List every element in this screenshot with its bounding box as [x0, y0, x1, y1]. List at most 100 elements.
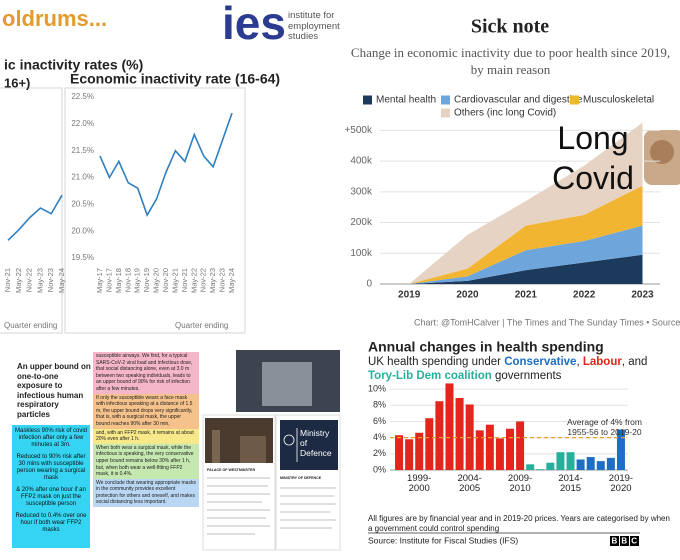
- x-tick-label: Nov-19: [142, 268, 151, 292]
- x-tick-label: Nov-18: [123, 268, 132, 292]
- x-tick-label: 2004-2005: [457, 473, 482, 494]
- legend-swatch: [441, 108, 450, 118]
- photo-detail: [650, 140, 674, 164]
- chart-title: Annual changes in health spending: [368, 339, 604, 355]
- summary-box: Maskless 90% risk of covid infection aft…: [12, 425, 90, 548]
- legend-entry: Tory-Lib Dem coalition: [368, 369, 492, 382]
- chart-subtitle: Change in economic inactivity due to poo…: [350, 45, 671, 77]
- bar: [526, 464, 535, 470]
- x-axis-label: Quarter ending: [4, 321, 57, 330]
- bar: [586, 457, 595, 470]
- x-tick-label: 2014-2015: [558, 473, 583, 494]
- bbc-logo: BBC: [612, 537, 642, 546]
- abstract: susceptible airways. We find, for a typi…: [93, 352, 199, 508]
- chart-source: Source: Institute for Fiscal Studies (IF…: [368, 535, 518, 545]
- bar: [576, 459, 585, 470]
- x-tick-label: May-23: [208, 268, 217, 293]
- y-tick-label: 10%: [368, 383, 386, 393]
- y-tick-label: 19.5%: [71, 253, 94, 262]
- chart-note: All figures are by financial year and in…: [368, 514, 670, 533]
- bar: [556, 452, 565, 470]
- x-tick-label: May-19: [133, 268, 142, 293]
- x-tick-label: May-22: [14, 268, 23, 293]
- bar: [435, 401, 444, 470]
- x-tick-label: May-18: [114, 268, 123, 293]
- y-tick-label: 20.0%: [71, 226, 94, 235]
- bar: [445, 383, 454, 470]
- chart-title: ic inactivity rates (%): [4, 57, 143, 73]
- bar: [485, 424, 494, 470]
- x-tick-label: May-17: [95, 268, 104, 293]
- subtitle-text: ,: [576, 356, 580, 368]
- x-tick-label: May-22: [189, 268, 198, 293]
- y-tick-label: 300k: [350, 186, 373, 197]
- ies-logo: ies: [222, 0, 286, 49]
- x-axis-label: Quarter ending: [175, 321, 228, 330]
- legend-entry: Conservative: [504, 356, 577, 368]
- area: [409, 122, 643, 284]
- y-tick-label: 8%: [373, 400, 386, 410]
- y-tick-label: +500k: [344, 125, 373, 136]
- x-tick-label: Nov-21: [180, 268, 189, 292]
- y-tick-label: 20.5%: [71, 199, 94, 208]
- y-tick-label: 6%: [373, 416, 386, 426]
- document-heading: PALACE OF WESTMINSTER: [207, 468, 255, 472]
- x-tick-label: Nov-17: [104, 268, 113, 292]
- y-tick-label: 2%: [373, 448, 386, 458]
- legend-label: Musculoskeletal: [583, 95, 654, 106]
- x-tick-label: 2009-2010: [507, 473, 533, 494]
- subtitle-text: UK health spending under: [368, 356, 501, 368]
- chart-subtitle: 16+): [4, 75, 30, 90]
- crest: [283, 434, 295, 446]
- x-tick-label: May-24: [57, 268, 66, 293]
- x-tick-label: 2021: [515, 290, 538, 301]
- y-tick-label: 22.5%: [71, 92, 94, 101]
- legend-label: Others (inc long Covid): [454, 108, 556, 119]
- ies-headline: oldrums...: [2, 6, 107, 31]
- bar: [475, 430, 484, 470]
- document-heading: MINISTRY OF DEFENCE: [280, 476, 322, 480]
- bar: [536, 469, 545, 470]
- subtitle-text: , and: [621, 356, 648, 368]
- chart-title: Sick note: [471, 16, 549, 38]
- summary-text: Reduced to 0.4% over one hour if both we…: [15, 513, 87, 533]
- y-tick-label: 22.0%: [71, 119, 94, 128]
- summary-text: Reduced to 90% risk after 30 mins with s…: [16, 454, 86, 481]
- bar: [616, 429, 625, 470]
- text-lines: [207, 477, 336, 535]
- logo-block: [630, 536, 639, 546]
- y-tick-label: 400k: [350, 156, 373, 167]
- x-tick-label: 2020: [456, 290, 479, 301]
- article-headline: An upper bound on one-to-one exposure to…: [17, 362, 91, 419]
- x-tick-label: 2019-2020: [608, 473, 634, 494]
- logo-block: [620, 536, 629, 546]
- line: [99, 112, 233, 217]
- bar: [606, 457, 615, 470]
- chart-frame: [64, 87, 246, 334]
- y-tick-label: 100k: [350, 248, 373, 259]
- area: [409, 254, 643, 284]
- photo-detail: [262, 362, 312, 406]
- chart-annotation: Long Covid: [552, 120, 634, 196]
- legend-label: Cardiovascular and digestive: [454, 95, 583, 106]
- bar: [455, 397, 464, 470]
- y-tick-label: 4%: [373, 432, 386, 442]
- y-tick-label: 200k: [350, 217, 373, 228]
- chart-frame: [0, 87, 63, 334]
- x-tick-label: Nov-22: [25, 268, 34, 292]
- legend-swatch: [363, 95, 372, 105]
- chart-subtitle: UK health spending under Conservative, L…: [368, 356, 673, 383]
- x-tick-label: Nov-23: [46, 268, 55, 292]
- x-tick-label: May-24: [227, 268, 236, 293]
- area: [409, 225, 643, 284]
- x-tick-label: 1999-2000: [407, 473, 432, 494]
- summary-text: & 20% after one hour if an FFP2 mask on …: [16, 487, 86, 507]
- logo-block: [610, 536, 619, 546]
- bar: [566, 452, 575, 470]
- y-tick-label: 21.5%: [71, 146, 94, 155]
- abstract-text: susceptible airways. We find, for a typi…: [93, 352, 199, 394]
- bar: [415, 432, 424, 470]
- bar: [495, 438, 504, 470]
- x-tick-label: Nov-20: [161, 268, 170, 292]
